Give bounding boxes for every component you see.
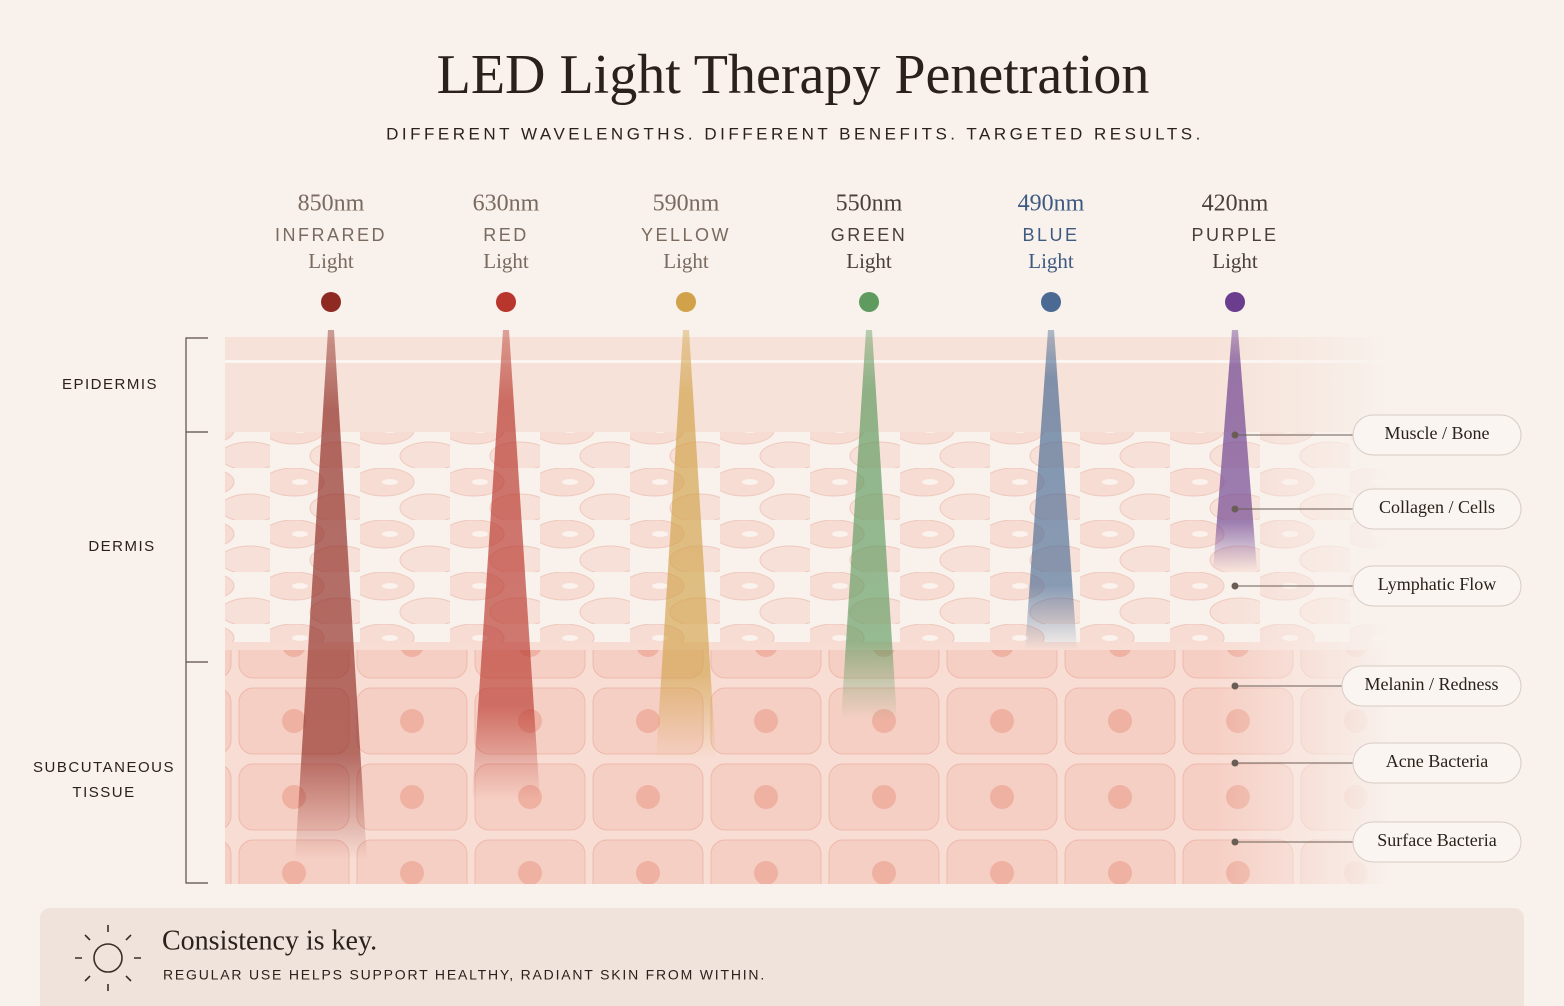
layer-labels: EPIDERMIS DERMIS SUBCUTANEOUS TISSUE — [33, 376, 175, 801]
sun-icon — [75, 925, 141, 991]
wavelength-nm: 420nm — [1202, 191, 1269, 217]
beams — [295, 330, 1257, 860]
target-label: Acne Bacteria — [1386, 751, 1488, 771]
wavelength-nm: 490nm — [1018, 191, 1085, 217]
wavelength-dot — [676, 292, 696, 312]
light-beam — [472, 330, 540, 800]
wavelength-light: Light — [483, 249, 529, 273]
target-pill — [1352, 414, 1522, 456]
footer-text: REGULAR USE HELPS SUPPORT HEALTHY, RADIA… — [163, 967, 766, 983]
layer-label: EPIDERMIS — [62, 376, 158, 393]
target-dot — [1231, 505, 1239, 513]
target-dot — [1231, 582, 1239, 590]
wavelength-light: Light — [308, 249, 354, 273]
target-label: Collagen / Cells — [1379, 497, 1495, 517]
target-label: Melanin / Redness — [1365, 674, 1499, 694]
wavelength-headers: 850nm INFRARED Light 630nm RED Light 590nm YELL… — [275, 191, 1278, 312]
wavelength-name: YELLOW — [641, 225, 731, 245]
light-beam — [1025, 330, 1077, 650]
layer-label: SUBCUTANEOUS TISSUE — [33, 759, 175, 801]
wavelength-light: Light — [1028, 249, 1074, 273]
layer-label: DERMIS — [88, 538, 155, 555]
subtitle: DIFFERENT WAVELENGTHS. DIFFERENT BENEFIT… — [386, 124, 1204, 143]
wavelength-nm: 850nm — [298, 191, 365, 217]
title: LED Light Therapy Penetration — [437, 44, 1150, 106]
light-beam — [295, 330, 367, 860]
layer-brackets — [185, 337, 208, 884]
target-pill — [1341, 665, 1522, 707]
skin-fade — [225, 337, 1390, 884]
footer-box — [40, 908, 1524, 1006]
wavelength-light: Light — [846, 249, 892, 273]
wavelength-name: RED — [483, 225, 529, 245]
light-beam — [656, 330, 716, 760]
target-dot — [1231, 759, 1239, 767]
wavelength-name: BLUE — [1022, 225, 1079, 245]
target-label: Surface Bacteria — [1377, 830, 1496, 850]
wavelength-dot — [321, 292, 341, 312]
wavelength-name: INFRARED — [275, 225, 387, 245]
targets: Muscle / Bone Collagen / Cells Lymphatic F… — [1231, 414, 1522, 863]
wavelength-nm: 550nm — [836, 191, 903, 217]
target-dot — [1231, 682, 1239, 690]
target-label: Lymphatic Flow — [1378, 574, 1497, 594]
target-pill — [1352, 742, 1522, 784]
wavelength-nm: 630nm — [473, 191, 540, 217]
wavelength-dot — [1041, 292, 1061, 312]
wavelength-name: PURPLE — [1191, 225, 1278, 245]
target-pill — [1352, 821, 1522, 863]
wavelength-nm: 590nm — [653, 191, 720, 217]
light-beam — [1213, 330, 1257, 570]
light-beam — [841, 330, 897, 720]
target-pill — [1352, 488, 1522, 530]
wavelength-name: GREEN — [831, 225, 908, 245]
target-dot — [1231, 431, 1239, 439]
wavelength-dot — [859, 292, 879, 312]
target-label: Muscle / Bone — [1385, 423, 1490, 443]
target-dot — [1231, 838, 1239, 846]
wavelength-light: Light — [663, 249, 709, 273]
footer-heading: Consistency is key. — [162, 925, 377, 956]
wavelength-light: Light — [1212, 249, 1258, 273]
target-pill — [1352, 565, 1522, 607]
wavelength-dot — [496, 292, 516, 312]
wavelength-dot — [1225, 292, 1245, 312]
